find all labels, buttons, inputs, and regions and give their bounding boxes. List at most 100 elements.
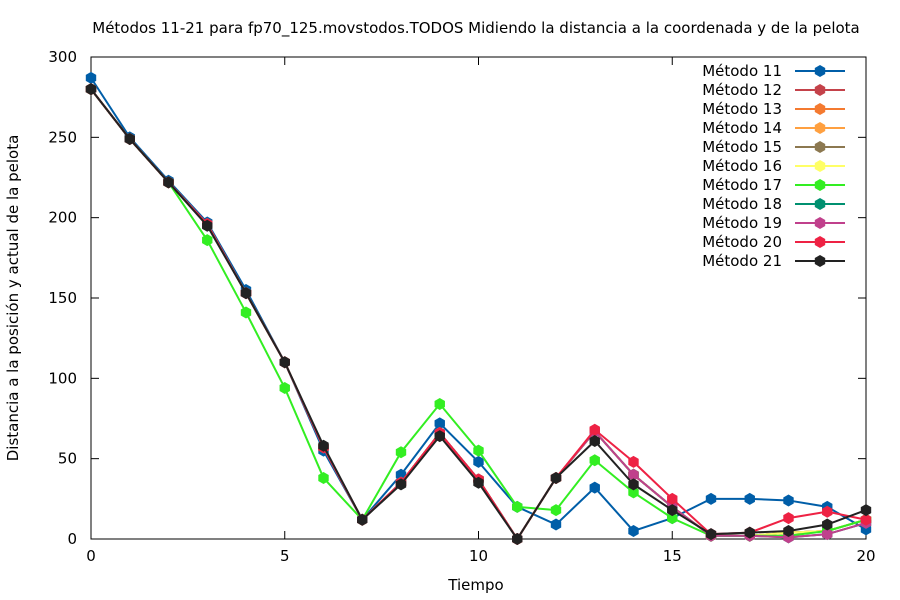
legend-item: Método 18	[702, 195, 845, 213]
data-point	[512, 533, 523, 545]
y-tick-label: 200	[48, 209, 77, 227]
legend-marker	[814, 122, 826, 134]
data-point	[473, 444, 484, 457]
y-tick-label: 50	[58, 450, 77, 468]
data-point	[434, 398, 445, 411]
data-point	[434, 430, 445, 443]
legend-label: Método 15	[702, 138, 782, 156]
data-point	[783, 524, 794, 537]
x-tick-label: 10	[469, 547, 488, 565]
data-point	[318, 471, 329, 484]
data-point	[202, 219, 213, 232]
legend-marker	[814, 103, 826, 115]
data-point	[589, 454, 600, 467]
x-tick-label: 15	[663, 547, 682, 565]
legend-marker	[814, 84, 826, 96]
data-point	[85, 83, 97, 96]
data-point	[744, 492, 755, 505]
data-point	[667, 492, 678, 505]
legend-marker	[814, 198, 826, 210]
legend-item: Método 12	[702, 81, 845, 99]
data-point	[395, 468, 407, 481]
legend-marker	[814, 141, 826, 153]
legend-label: Método 14	[702, 119, 782, 137]
data-point	[667, 504, 678, 517]
legend-item: Método 19	[702, 214, 845, 232]
legend-marker	[814, 217, 826, 229]
data-point	[589, 481, 600, 494]
x-tick-label: 0	[86, 547, 96, 565]
data-point	[163, 176, 174, 189]
data-point	[705, 528, 717, 541]
data-point	[822, 528, 833, 541]
y-axis-label: Distancia a la posición y actual de la p…	[4, 135, 22, 462]
legend-item: Método 15	[702, 138, 845, 156]
series-21	[85, 83, 872, 545]
legend-marker	[814, 255, 826, 267]
data-point	[279, 381, 290, 394]
data-point	[589, 423, 600, 436]
x-axis-ticks: 0 5 10 15 20	[86, 57, 876, 565]
data-point	[550, 504, 562, 517]
data-point	[822, 518, 833, 531]
legend-label: Método 21	[702, 252, 782, 270]
data-point	[783, 494, 794, 507]
legend-item: Método 11	[702, 62, 845, 80]
data-point	[628, 455, 639, 468]
data-point	[628, 486, 639, 499]
legend-label: Método 17	[702, 176, 782, 194]
legend-label: Método 16	[702, 157, 782, 175]
y-axis-ticks: 0 50 100 150 200 250 300	[48, 48, 866, 548]
data-point	[473, 476, 484, 489]
data-point	[860, 513, 872, 526]
data-point	[550, 471, 562, 484]
data-point	[279, 356, 290, 369]
x-axis-label: Tiempo	[447, 576, 503, 594]
legend-item: Método 21	[702, 252, 845, 270]
legend-item: Método 14	[702, 119, 845, 137]
data-point	[589, 434, 600, 447]
y-tick-label: 100	[48, 369, 77, 387]
data-point	[395, 446, 407, 459]
data-point	[550, 518, 562, 531]
data-point	[85, 71, 97, 84]
legend-label: Método 12	[702, 81, 782, 99]
legend-marker	[814, 179, 826, 191]
legend-label: Método 19	[702, 214, 782, 232]
y-tick-label: 0	[67, 530, 77, 548]
data-point	[124, 132, 135, 145]
data-point	[240, 287, 252, 300]
x-tick-label: 20	[856, 547, 875, 565]
legend-item: Método 20	[702, 233, 845, 251]
legend-label: Método 20	[702, 233, 782, 251]
data-point	[628, 478, 639, 491]
data-point	[860, 504, 872, 517]
legend-marker	[814, 65, 826, 77]
data-point	[822, 505, 833, 518]
legend-marker	[814, 236, 826, 248]
data-point	[667, 512, 678, 525]
data-point	[783, 512, 794, 525]
chart-title: Métodos 11-21 para fp70_125.movstodos.TO…	[92, 19, 860, 38]
legend-label: Método 13	[702, 100, 782, 118]
data-point	[240, 306, 252, 319]
legend-marker	[814, 160, 826, 172]
legend-item: Método 16	[702, 157, 845, 175]
data-point	[473, 455, 484, 468]
legend-label: Método 11	[702, 62, 782, 80]
data-point	[318, 439, 329, 452]
x-tick-label: 5	[280, 547, 290, 565]
data-point	[744, 526, 755, 539]
data-point	[628, 468, 639, 481]
y-tick-label: 250	[48, 128, 77, 146]
data-point	[395, 478, 407, 491]
legend-item: Método 17	[702, 176, 845, 194]
data-point	[628, 524, 639, 537]
data-point	[357, 513, 368, 526]
legend-item: Método 13	[702, 100, 845, 118]
y-tick-label: 150	[48, 289, 77, 307]
series-layer	[85, 71, 872, 545]
data-point	[434, 417, 445, 430]
